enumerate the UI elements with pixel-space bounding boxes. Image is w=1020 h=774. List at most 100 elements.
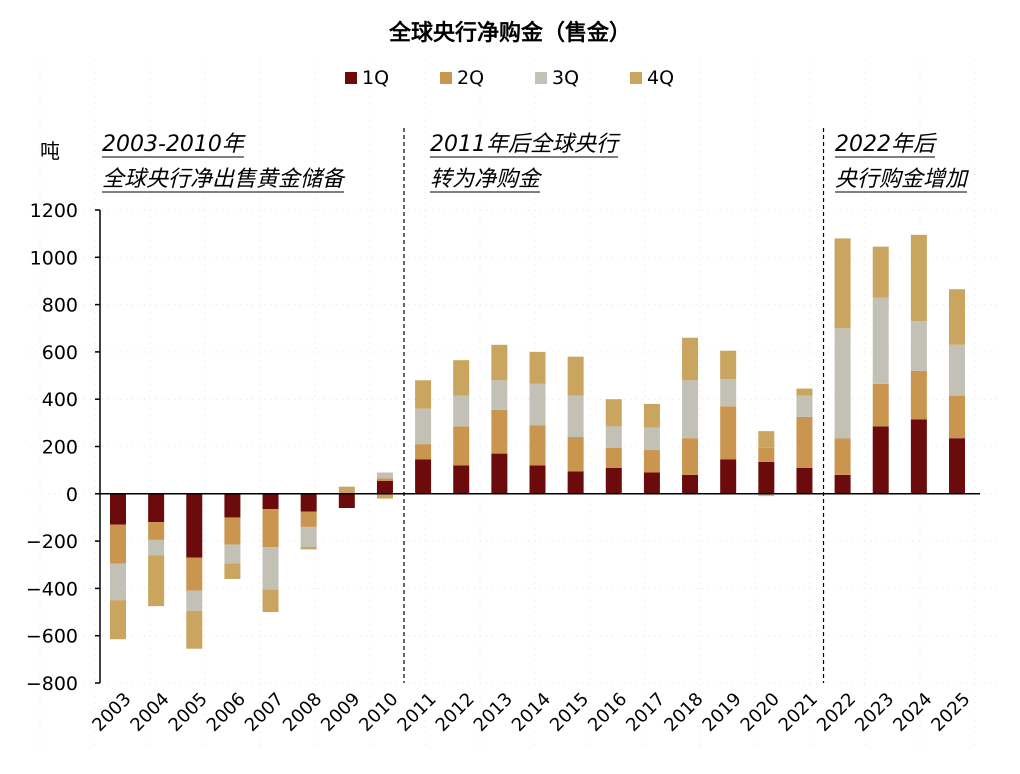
y-tick-label: −600 — [26, 626, 78, 648]
bar-2023-3Q — [872, 297, 889, 384]
bars — [110, 234, 965, 649]
legend-label-4Q: 4Q — [647, 67, 674, 89]
x-tick-label: 2007 — [241, 689, 288, 736]
bar-2013-1Q — [491, 453, 508, 494]
legend-swatch-3Q — [535, 72, 547, 84]
annotation-1-line-2: 全球央行净出售黄金储备 — [102, 167, 346, 192]
gridlines — [30, 60, 1000, 745]
x-tick-label: 2004 — [126, 689, 173, 736]
bar-2006-2Q — [224, 517, 241, 545]
bar-2014-3Q — [529, 383, 546, 426]
bar-2011-3Q — [415, 408, 432, 445]
bar-2006-3Q — [224, 544, 241, 564]
bar-2022-2Q — [834, 438, 851, 475]
bar-2010-1Q — [376, 480, 393, 494]
bar-2024-4Q — [910, 234, 927, 322]
bar-2007-1Q — [262, 493, 279, 510]
bar-2007-2Q — [262, 509, 279, 548]
x-tick-label: 2015 — [546, 689, 593, 736]
bar-2011-1Q — [415, 459, 432, 494]
bar-2008-4Q — [300, 547, 317, 550]
bar-2008-1Q — [300, 493, 317, 512]
bar-2018-1Q — [682, 474, 699, 494]
legend: 1Q 2Q 3Q 4Q — [345, 67, 674, 89]
bar-2015-4Q — [567, 356, 584, 396]
bar-2022-1Q — [834, 474, 851, 494]
bar-2007-4Q — [262, 589, 279, 613]
bar-2010-3Q — [376, 472, 393, 479]
bar-2003-1Q — [110, 493, 126, 525]
bar-2023-2Q — [872, 383, 889, 427]
bar-2020-4Q — [758, 431, 775, 448]
y-tick-label: −400 — [26, 578, 78, 600]
axes — [95, 209, 980, 684]
bar-2013-4Q — [491, 344, 508, 381]
y-tick-label: −200 — [26, 531, 78, 553]
bar-2019-3Q — [720, 379, 737, 407]
bar-2018-2Q — [682, 438, 699, 475]
bar-2008-2Q — [300, 511, 317, 527]
bar-2003-3Q — [110, 563, 126, 601]
bar-2024-1Q — [910, 419, 927, 494]
x-tick-label: 2012 — [432, 689, 479, 736]
bar-2014-1Q — [529, 465, 546, 494]
y-tick-label: 800 — [42, 295, 78, 317]
bar-2020-3Q — [758, 493, 775, 497]
bar-2016-1Q — [605, 467, 622, 494]
x-tick-label: 2008 — [279, 689, 326, 736]
bar-2017-4Q — [643, 403, 660, 428]
x-tick-label: 2014 — [508, 689, 555, 736]
legend-swatch-1Q — [345, 72, 357, 84]
bar-2005-2Q — [186, 557, 203, 591]
bar-2021-2Q — [796, 416, 813, 468]
y-tick-label: 0 — [66, 484, 78, 506]
bar-2005-4Q — [186, 610, 203, 649]
bar-2010-2Q — [376, 478, 393, 481]
bar-2008-3Q — [300, 526, 317, 548]
bar-2011-2Q — [415, 444, 432, 460]
bar-2025-4Q — [949, 289, 965, 345]
x-tick-label: 2005 — [165, 689, 212, 736]
bar-2004-4Q — [148, 555, 165, 607]
legend-swatch-2Q — [440, 72, 452, 84]
bar-2020-2Q — [758, 447, 775, 462]
legend-label-2Q: 2Q — [457, 67, 484, 89]
bar-2004-3Q — [148, 539, 165, 556]
annotation-2-line-2: 转为净购金 — [430, 167, 543, 192]
bar-2012-2Q — [453, 426, 470, 466]
y-tick-label: 400 — [42, 389, 78, 411]
bar-2016-4Q — [605, 399, 622, 427]
bar-2012-3Q — [453, 395, 470, 427]
legend-label-1Q: 1Q — [362, 67, 389, 89]
bar-2012-4Q — [453, 360, 470, 396]
legend-swatch-4Q — [630, 72, 642, 84]
x-tick-labels: 2003200420052006200720082009201020112012… — [88, 689, 974, 736]
bar-2015-2Q — [567, 437, 584, 472]
bar-2022-3Q — [834, 328, 851, 439]
bar-2014-4Q — [529, 351, 546, 384]
bar-2003-2Q — [110, 524, 126, 564]
bar-2025-3Q — [949, 344, 965, 396]
bar-2015-1Q — [567, 471, 584, 494]
bar-2021-3Q — [796, 395, 813, 417]
x-tick-label: 2003 — [88, 689, 135, 736]
bar-2021-4Q — [796, 388, 813, 396]
bar-2018-3Q — [682, 380, 699, 439]
bar-2012-1Q — [453, 465, 470, 494]
bar-2004-1Q — [148, 493, 165, 523]
annotation-3-line-1: 2022年后 — [835, 132, 938, 157]
x-tick-label: 2018 — [660, 689, 707, 736]
y-axis-unit-label: 吨 — [40, 139, 60, 163]
x-tick-label: 2016 — [584, 689, 631, 736]
bar-2010-4Q — [376, 493, 393, 499]
y-tick-label: 1200 — [30, 200, 78, 222]
bar-2016-3Q — [605, 426, 622, 448]
x-tick-label: 2011 — [393, 689, 440, 736]
bar-2015-3Q — [567, 395, 584, 438]
bar-2017-1Q — [643, 472, 660, 494]
bar-2011-4Q — [415, 380, 432, 409]
x-tick-label: 2021 — [775, 689, 822, 736]
x-tick-label: 2023 — [851, 689, 898, 736]
